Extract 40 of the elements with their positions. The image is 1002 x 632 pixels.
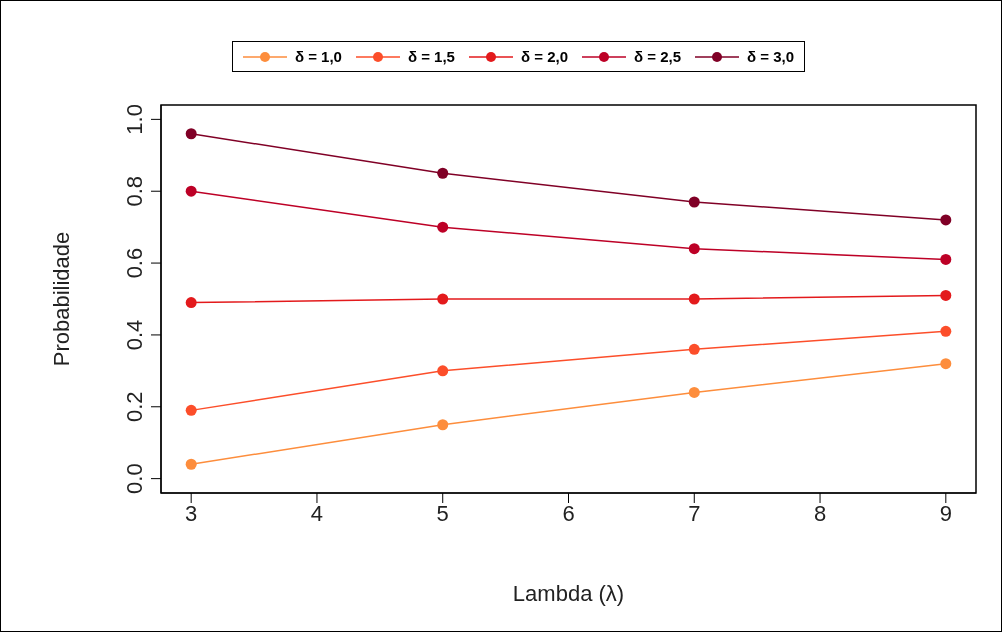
x-axis-title: Lambda (λ) <box>512 581 625 606</box>
point <box>688 243 700 255</box>
point <box>185 128 197 140</box>
legend-label: δ = 1,5 <box>407 48 455 65</box>
point <box>940 325 952 337</box>
point <box>185 458 197 470</box>
x-tick-label: 3 <box>185 500 198 526</box>
y-tick-label: 1.0 <box>122 104 147 135</box>
point <box>940 289 952 301</box>
y-tick-label: 0.6 <box>122 247 147 279</box>
point <box>940 358 952 370</box>
x-tick-label: 9 <box>939 500 952 526</box>
legend-label: δ = 3,0 <box>747 48 795 65</box>
point <box>185 185 197 197</box>
y-tick-label: 0.8 <box>122 175 147 207</box>
point <box>437 221 449 233</box>
point <box>437 167 449 179</box>
point <box>437 293 449 305</box>
x-tick-label: 7 <box>688 500 701 526</box>
legend-label: δ = 2,5 <box>634 48 682 65</box>
point <box>688 196 700 208</box>
legend-label: δ = 2,0 <box>520 48 569 65</box>
point <box>940 214 952 226</box>
x-tick-label: 6 <box>562 500 575 526</box>
x-tick-label: 8 <box>813 500 827 526</box>
x-tick-label: 5 <box>436 500 449 526</box>
x-tick-label: 4 <box>310 500 324 526</box>
legend-label: δ = 1,0 <box>294 48 342 65</box>
point <box>437 419 449 431</box>
point <box>688 386 700 398</box>
point <box>185 297 197 309</box>
y-tick-label: 0.2 <box>122 391 147 423</box>
y-tick-label: 0.0 <box>122 463 147 494</box>
point <box>185 404 197 416</box>
y-axis-title: Probabilidade <box>48 231 74 367</box>
point <box>940 253 952 265</box>
y-tick-label: 0.4 <box>122 319 147 351</box>
point <box>688 293 700 305</box>
point <box>437 365 449 377</box>
point <box>688 343 700 355</box>
